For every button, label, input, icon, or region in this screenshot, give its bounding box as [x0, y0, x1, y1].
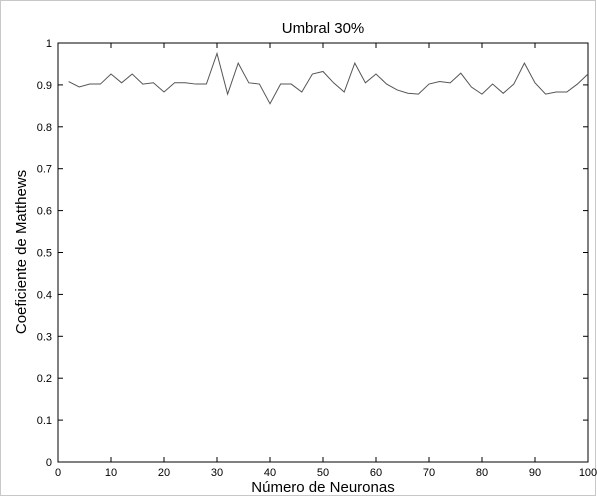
series-layer: [68, 51, 589, 105]
x-tick-label: 20: [158, 467, 170, 479]
y-tick-label: 0.1: [37, 415, 52, 427]
x-tick-label: 50: [317, 467, 329, 479]
y-tick-label: 0.3: [37, 331, 52, 343]
y-tick-label: 1: [46, 38, 52, 50]
chart-title: Umbral 30%: [282, 20, 365, 37]
x-axis-ticks: 0 10 20 30 40 50 60 70 80 90 100: [55, 43, 597, 479]
y-tick-label: 0.7: [37, 164, 52, 176]
x-tick-label: 0: [55, 467, 61, 479]
y-axis-ticks: 0 0.1 0.2 0.3 0.4 0.5 0.6 0.7 0.8 0.9 1: [37, 38, 588, 469]
y-axis-label: Coeficiente de Matthews: [13, 170, 30, 334]
y-tick-label: 0.2: [37, 373, 52, 385]
x-axis-label: Número de Neuronas: [251, 479, 394, 496]
x-tick-label: 10: [105, 467, 117, 479]
y-tick-label: 0: [46, 457, 52, 469]
y-tick-label: 0.5: [37, 248, 52, 260]
y-tick-label: 0.9: [37, 80, 52, 92]
x-tick-label: 100: [579, 467, 597, 479]
series-line: [68, 51, 589, 105]
x-tick-label: 70: [423, 467, 435, 479]
plot-area: [57, 42, 589, 463]
y-tick-label: 0.4: [37, 289, 52, 301]
x-tick-label: 30: [211, 467, 223, 479]
x-tick-label: 80: [476, 467, 488, 479]
x-tick-label: 60: [370, 467, 382, 479]
y-tick-label: 0.8: [37, 122, 52, 134]
x-tick-label: 40: [264, 467, 276, 479]
x-tick-label: 90: [529, 467, 541, 479]
y-tick-label: 0.6: [37, 206, 52, 218]
